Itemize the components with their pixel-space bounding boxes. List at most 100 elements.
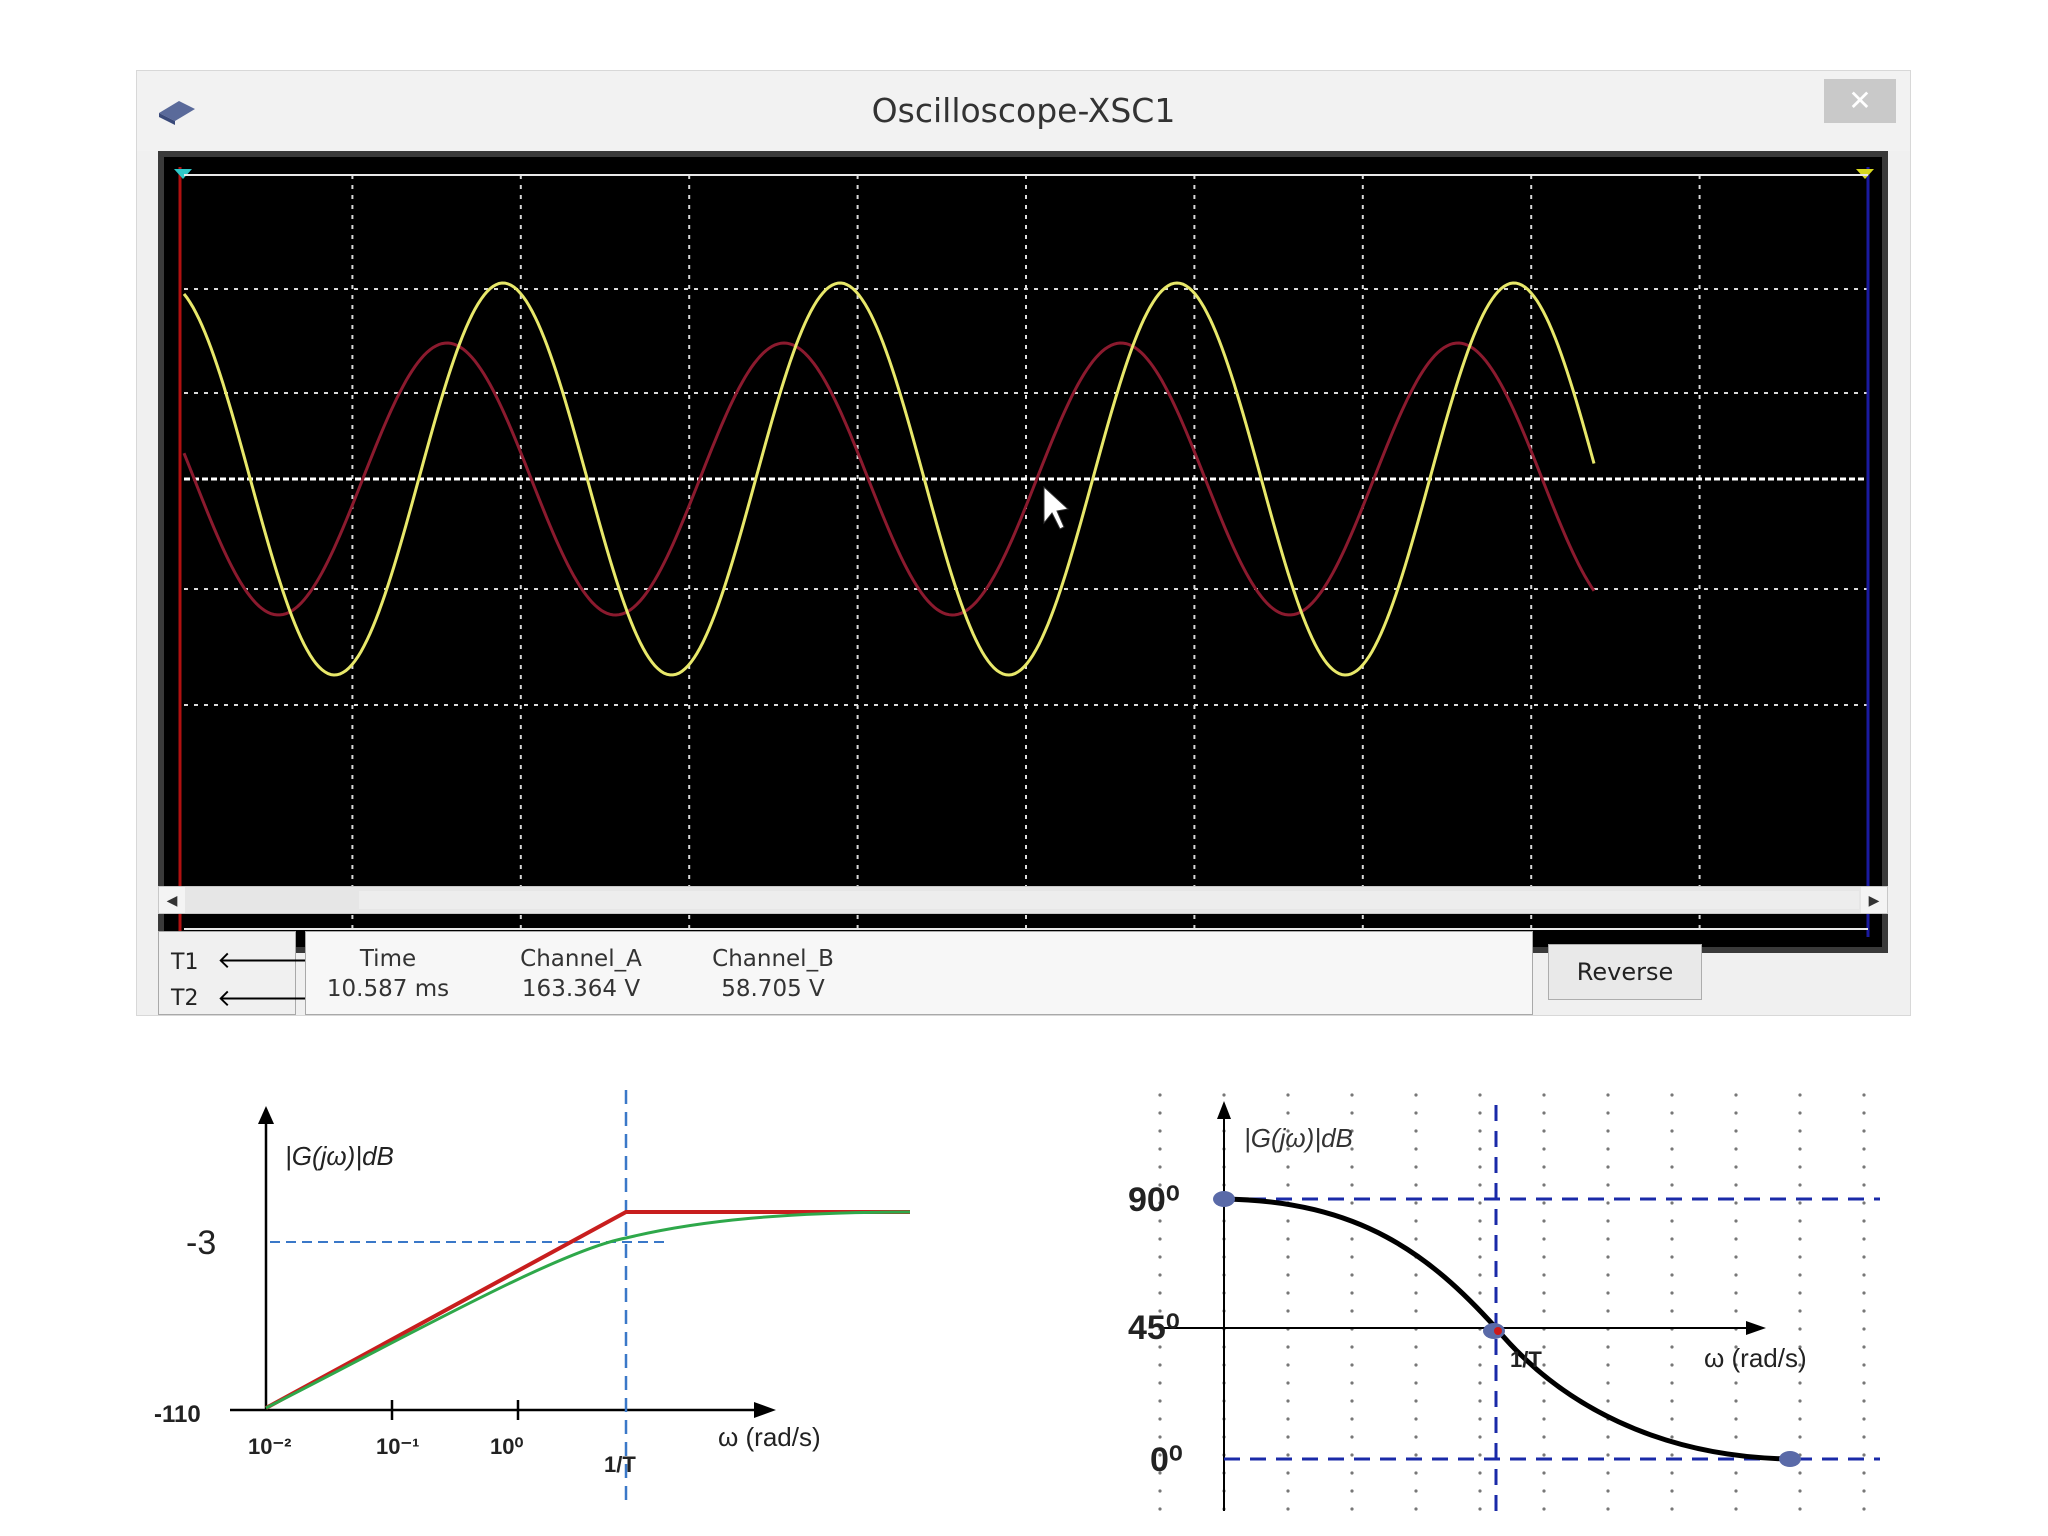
grid-dot xyxy=(1414,1507,1418,1511)
grid-dot xyxy=(1414,1111,1418,1115)
grid-dot xyxy=(1606,1183,1610,1187)
grid-dot xyxy=(1478,1111,1482,1115)
close-button[interactable]: ✕ xyxy=(1824,79,1896,123)
grid-dot xyxy=(1606,1255,1610,1259)
grid-dot xyxy=(1478,1363,1482,1367)
grid-dot xyxy=(1414,1291,1418,1295)
grid-dot xyxy=(1158,1255,1162,1259)
grid-dot xyxy=(1862,1165,1866,1169)
t2-left-arrow-icon[interactable]: 🡐 xyxy=(217,985,282,1012)
reverse-button[interactable]: Reverse xyxy=(1548,944,1702,1000)
grid-dot xyxy=(1286,1363,1290,1367)
channel-a-header: Channel_A xyxy=(520,946,642,972)
cursor-controls: T1 🡐 🡒 T2 🡐 🡒 xyxy=(158,931,318,1015)
grid-dot xyxy=(1414,1129,1418,1133)
phase-dot-grid xyxy=(1158,1093,1866,1511)
grid-dot xyxy=(1542,1471,1546,1475)
readout-panel: Time 10.587 ms Channel_A 163.364 V Chann… xyxy=(305,931,1533,1015)
grid-dot xyxy=(1286,1183,1290,1187)
grid-dot xyxy=(1734,1363,1738,1367)
bode-magnitude-plot: |G(jω)|dB -3 -110 10⁻² 10⁻¹ 10⁰ 1/T ω (r… xyxy=(154,1090,911,1500)
grid-dot xyxy=(1862,1381,1866,1385)
grid-dot xyxy=(1158,1273,1162,1277)
grid-dot xyxy=(1670,1345,1674,1349)
grid-dot xyxy=(1158,1183,1162,1187)
grid-dot xyxy=(1670,1309,1674,1313)
grid-dot xyxy=(1862,1183,1866,1187)
grid-dot xyxy=(1478,1129,1482,1133)
grid-dot xyxy=(1414,1183,1418,1187)
grid-dot xyxy=(1606,1129,1610,1133)
grid-dot xyxy=(1478,1507,1482,1511)
asymptote-curve xyxy=(265,1210,910,1410)
grid-dot xyxy=(1670,1273,1674,1277)
grid-dot xyxy=(1478,1435,1482,1439)
grid-dot xyxy=(1478,1219,1482,1223)
grid-dot xyxy=(1670,1165,1674,1169)
grid-dot xyxy=(1542,1363,1546,1367)
grid-dot xyxy=(1798,1219,1802,1223)
grid-dot xyxy=(1222,1093,1226,1097)
grid-dot xyxy=(1798,1165,1802,1169)
grid-dot xyxy=(1862,1237,1866,1241)
grid-dot xyxy=(1350,1363,1354,1367)
grid-dot xyxy=(1798,1093,1802,1097)
grid-dot xyxy=(1478,1453,1482,1457)
grid-dot xyxy=(1670,1237,1674,1241)
grid-dot xyxy=(1286,1147,1290,1151)
title-bar[interactable]: Oscilloscope-XSC1 ✕ xyxy=(137,71,1910,151)
grid-dot xyxy=(1798,1111,1802,1115)
t2-right-arrow-icon[interactable]: 🡒 xyxy=(253,985,318,1012)
grid-dot xyxy=(1670,1381,1674,1385)
grid-dot xyxy=(1734,1489,1738,1493)
grid-dot xyxy=(1606,1489,1610,1493)
grid-dot xyxy=(1158,1507,1162,1511)
t1-left-arrow-icon[interactable]: 🡐 xyxy=(217,947,282,974)
cursor-t1-marker[interactable] xyxy=(174,169,192,179)
grid-dot xyxy=(1478,1489,1482,1493)
grid-dot xyxy=(1862,1453,1866,1457)
grid-dot xyxy=(1606,1201,1610,1205)
grid-dot xyxy=(1350,1399,1354,1403)
scroll-right-arrow-icon[interactable]: ▶ xyxy=(1861,887,1887,913)
scroll-left-arrow-icon[interactable]: ◀ xyxy=(159,887,185,913)
grid-dot xyxy=(1542,1147,1546,1151)
grid-dot xyxy=(1734,1345,1738,1349)
grid-dot xyxy=(1158,1453,1162,1457)
grid-dot xyxy=(1542,1183,1546,1187)
phase-x-label: ω (rad/s) xyxy=(1704,1343,1807,1373)
grid-dot xyxy=(1606,1291,1610,1295)
grid-dot xyxy=(1798,1363,1802,1367)
magnitude-xtick-corner: 1/T xyxy=(604,1452,636,1477)
grid-dot xyxy=(1862,1471,1866,1475)
time-value: 10.587 ms xyxy=(326,976,450,1002)
magnitude-xtick-1e-1: 10⁻¹ xyxy=(376,1434,419,1459)
grid-dot xyxy=(1606,1111,1610,1115)
grid-dot xyxy=(1158,1291,1162,1295)
grid-dot xyxy=(1670,1129,1674,1133)
grid-dot xyxy=(1862,1435,1866,1439)
horizontal-scrollbar[interactable]: ◀ ▶ xyxy=(158,886,1888,914)
grid-dot xyxy=(1734,1273,1738,1277)
grid-dot xyxy=(1158,1111,1162,1115)
grid-dot xyxy=(1734,1111,1738,1115)
actual-magnitude-curve xyxy=(265,1210,911,1410)
t1-right-arrow-icon[interactable]: 🡒 xyxy=(253,947,318,974)
grid-dot xyxy=(1286,1417,1290,1421)
grid-dot xyxy=(1286,1507,1290,1511)
grid-dot xyxy=(1670,1111,1674,1115)
grid-dot xyxy=(1798,1237,1802,1241)
grid-dot xyxy=(1158,1489,1162,1493)
grid-dot xyxy=(1478,1345,1482,1349)
grid-dot xyxy=(1862,1129,1866,1133)
grid-dot xyxy=(1350,1111,1354,1115)
scroll-thumb[interactable] xyxy=(359,891,1859,909)
grid-dot xyxy=(1862,1399,1866,1403)
channel-b-trace xyxy=(182,341,1596,617)
grid-dot xyxy=(1158,1417,1162,1421)
grid-dot xyxy=(1414,1435,1418,1439)
grid-dot xyxy=(1158,1129,1162,1133)
scope-display[interactable] xyxy=(164,157,1882,947)
grid-dot xyxy=(1670,1435,1674,1439)
grid-dot xyxy=(1286,1093,1290,1097)
